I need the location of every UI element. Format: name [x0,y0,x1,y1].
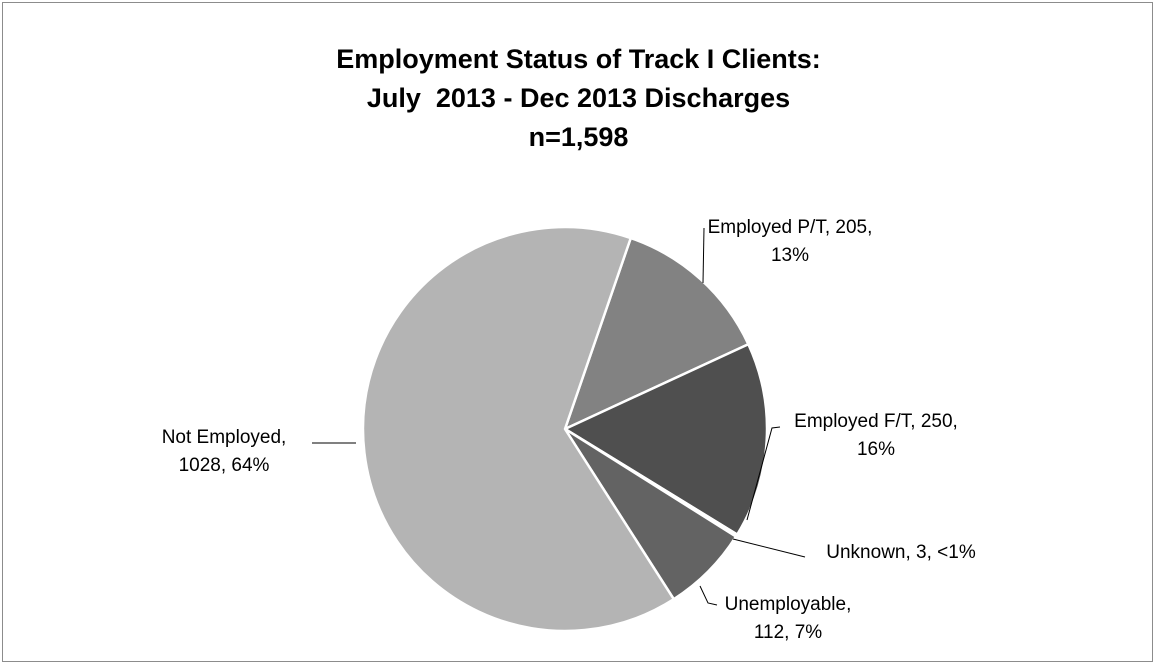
pie-slice-employed-p-t [563,236,750,431]
pie-slice-employed-f-t [563,342,769,536]
pie-slice-not-employed [361,225,676,633]
leader-lines [312,227,806,606]
chart-title-line-1: Employment Status of Track I Clients: [336,44,821,74]
leader-line-employed-f-t [746,426,781,521]
leader-line-unknown [732,538,806,558]
slice-label-not-employed: Not Employed, 1028, 64% [162,427,287,476]
leader-line-unemployable [699,585,718,606]
chart-title: Employment Status of Track I Clients: Ju… [0,40,1157,157]
leader-line-employed-p-t [702,227,705,284]
slice-label-line: Unknown, 3, <1% [826,542,976,563]
slice-label-line: Employed P/T, 205, [708,217,873,238]
slice-label-employed-f-t: Employed F/T, 250, 16% [794,411,958,460]
chart-title-line-2: July 2013 - Dec 2013 Discharges [366,83,791,113]
slice-labels: Employed P/T, 205, 13% Employed F/T, 250, 1… [162,217,976,643]
slice-label-unemployable: Unemployable, 112, 7% [725,594,852,643]
slice-label-line: 1028, 64% [179,455,270,476]
slice-label-line: 112, 7% [754,622,822,643]
slice-label-line: Employed F/T, 250, [794,411,958,432]
slice-label-unknown: Unknown, 3, <1% [826,542,976,563]
chart-title-line-3: n=1,598 [528,122,629,152]
slice-label-employed-p-t: Employed P/T, 205, 13% [708,217,873,266]
slice-label-line: 13% [771,245,809,266]
slice-label-line: Not Employed, [162,427,287,448]
slice-label-line: 16% [857,439,895,460]
slice-label-line: Unemployable, [725,594,852,615]
pie-slices [361,225,769,633]
